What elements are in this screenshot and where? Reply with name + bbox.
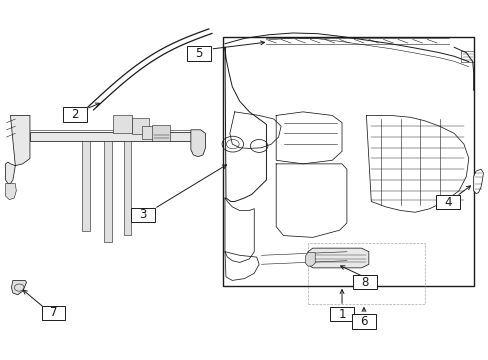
Text: 3: 3	[139, 208, 146, 221]
Bar	[104, 141, 112, 242]
Bar	[82, 141, 90, 231]
FancyBboxPatch shape	[351, 315, 375, 329]
Text: 1: 1	[338, 308, 345, 321]
Polygon shape	[11, 280, 26, 295]
Text: 2: 2	[71, 108, 79, 121]
Text: 8: 8	[361, 276, 368, 289]
Polygon shape	[5, 184, 16, 200]
Bar	[307, 243, 424, 304]
Bar	[461, 51, 473, 62]
Text: 6: 6	[360, 315, 367, 328]
Polygon shape	[307, 248, 368, 268]
Text: 5: 5	[195, 47, 203, 60]
FancyBboxPatch shape	[131, 208, 155, 222]
FancyBboxPatch shape	[330, 307, 353, 321]
Text: 7: 7	[49, 306, 57, 319]
FancyBboxPatch shape	[41, 306, 65, 320]
Polygon shape	[473, 169, 483, 194]
Bar	[132, 118, 149, 134]
Bar	[30, 132, 195, 141]
Polygon shape	[305, 252, 315, 266]
FancyBboxPatch shape	[63, 107, 86, 122]
Bar	[113, 116, 132, 134]
FancyBboxPatch shape	[435, 195, 459, 210]
Bar	[222, 37, 473, 286]
Bar	[123, 141, 131, 235]
Bar	[142, 126, 166, 139]
Text: 4: 4	[443, 196, 450, 209]
Polygon shape	[190, 130, 205, 157]
Bar	[152, 126, 170, 141]
FancyBboxPatch shape	[352, 275, 376, 289]
FancyBboxPatch shape	[187, 46, 210, 60]
Polygon shape	[5, 116, 30, 184]
